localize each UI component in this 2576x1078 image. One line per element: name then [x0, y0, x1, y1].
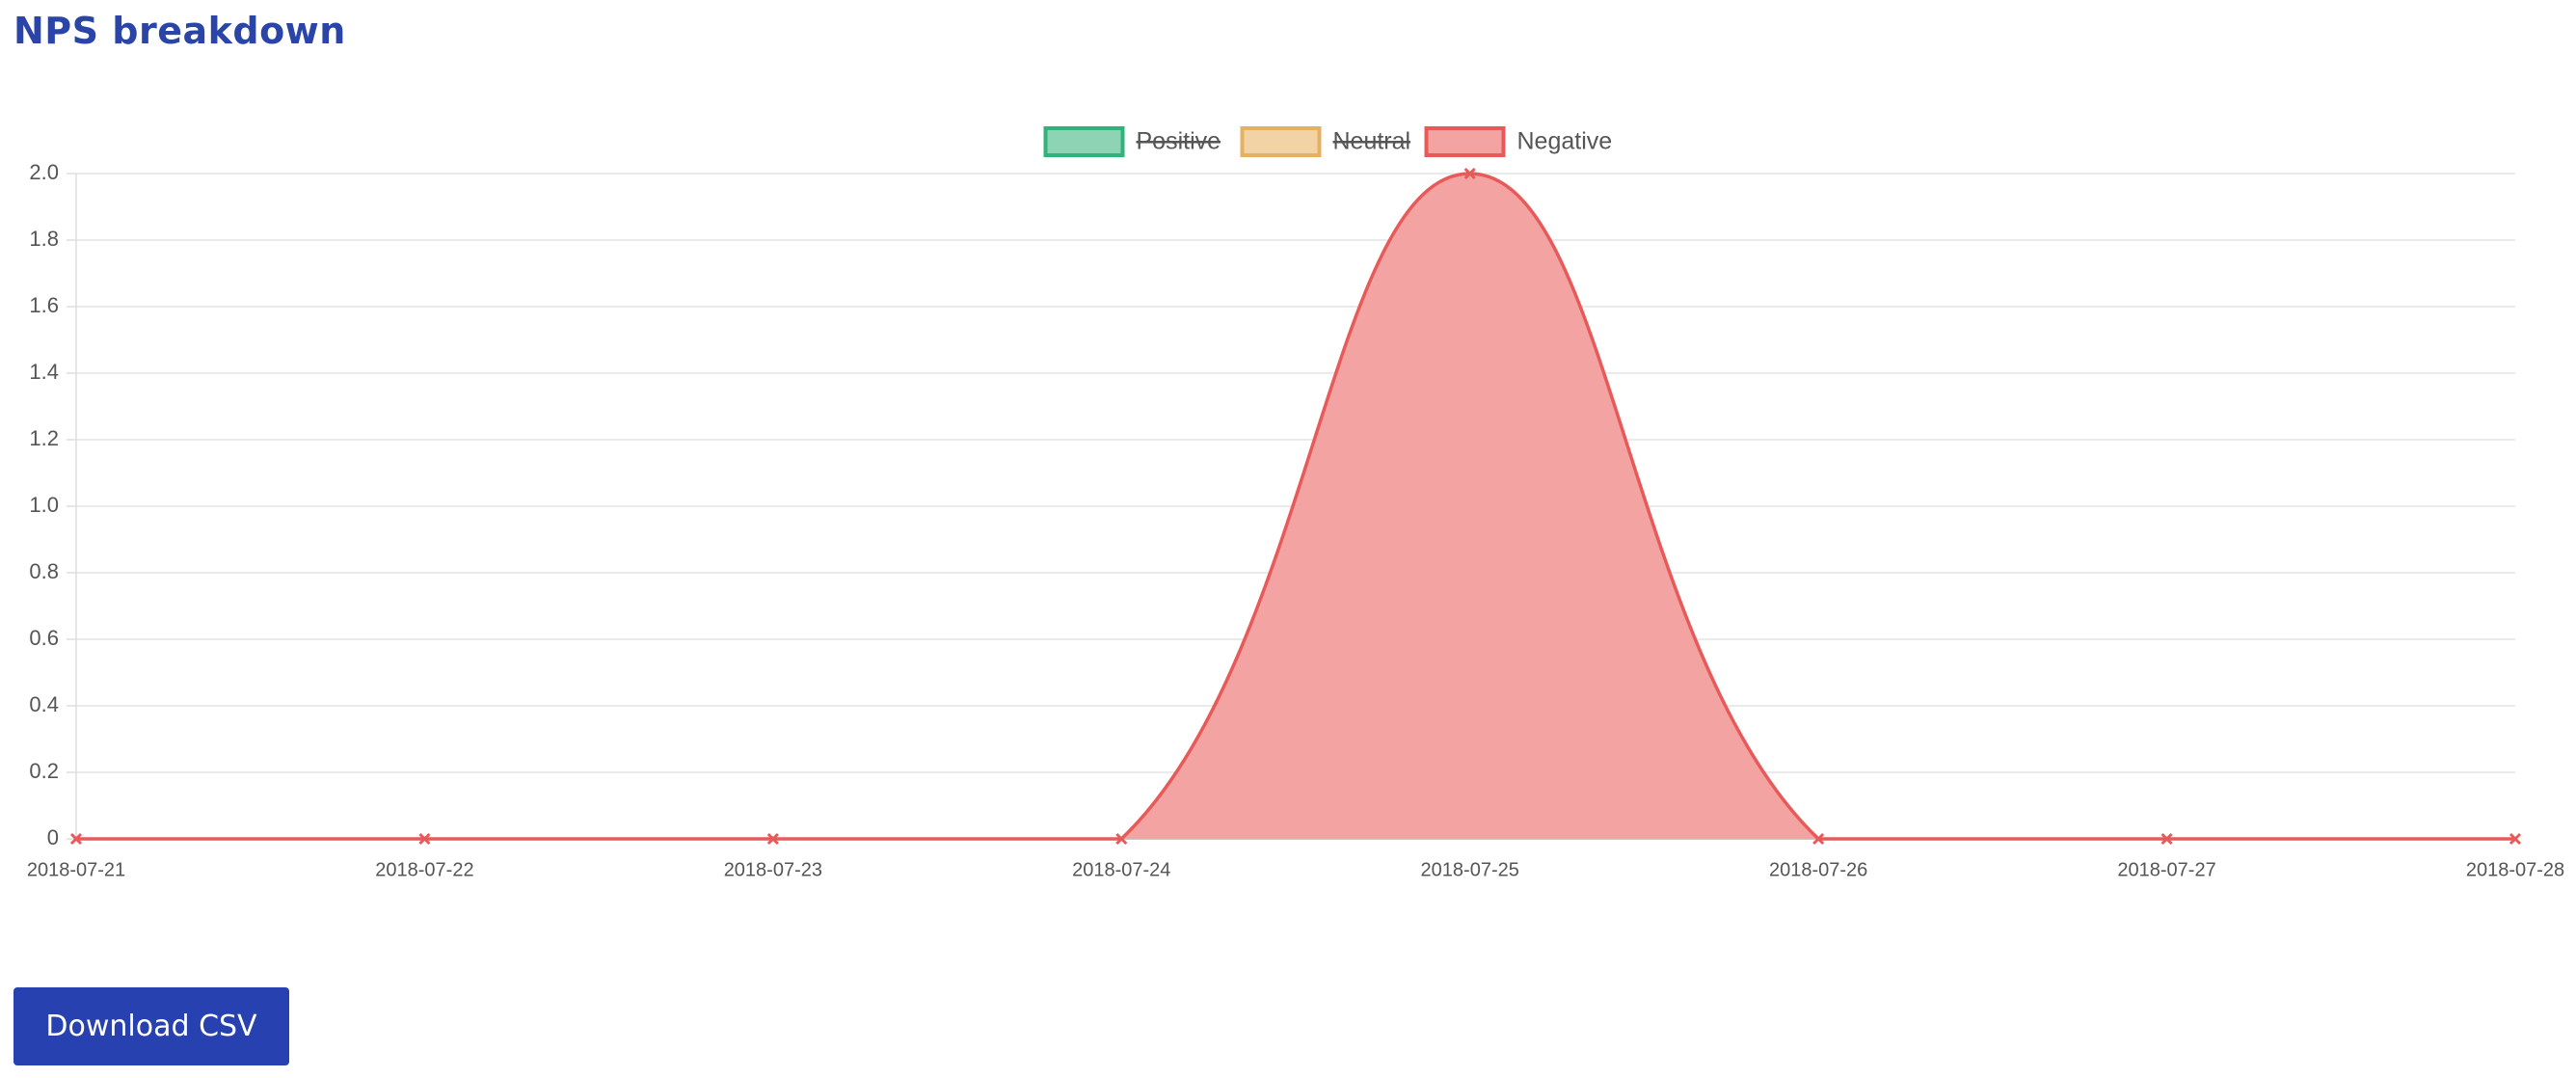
area: [76, 174, 2515, 839]
y-tick-label: 0: [47, 825, 59, 849]
chart: 0 0.2 0.4 0.6 0.8 1.0 1.2 1.4 1.6 1.8 2.0 2018-07-2…: [27, 126, 2564, 880]
point-marker: [1463, 167, 1476, 180]
legend-swatch: [1240, 126, 1322, 157]
x-tick-label: 2018-07-27: [2117, 859, 2215, 880]
y-tick-label: 1.6: [29, 293, 59, 317]
y-tick-label: 1.8: [29, 227, 59, 251]
x-tick-label: 2018-07-26: [1769, 859, 1867, 880]
point-marker: [1812, 832, 1825, 846]
x-tick-label: 2018-07-23: [724, 859, 822, 880]
x-tick-label: 2018-07-28: [2466, 859, 2564, 880]
point-marker: [2509, 832, 2522, 846]
y-tick-label: 1.2: [29, 426, 59, 450]
point-marker: [766, 832, 779, 846]
legend-label: Positive: [1137, 128, 1221, 155]
x-tick-label: 2018-07-24: [1072, 859, 1170, 880]
legend-label: Neutral: [1333, 128, 1411, 155]
point-marker: [1115, 832, 1128, 846]
point-marker: [2160, 832, 2173, 846]
line: [76, 172, 2515, 841]
legend-swatch: [1424, 126, 1506, 157]
point-marker: [418, 832, 431, 846]
y-tick-label: 1.4: [29, 360, 59, 384]
y-tick-label: 0.8: [29, 559, 59, 583]
y-tick-label: 0.2: [29, 759, 59, 783]
x-tick-label: 2018-07-22: [375, 859, 473, 880]
x-tick-label: 2018-07-25: [1421, 859, 1519, 880]
y-tick-label: 0.6: [29, 626, 59, 650]
legend-swatch: [1043, 126, 1125, 157]
point-marker: [69, 832, 83, 846]
y-tick-label: 1.0: [29, 493, 59, 517]
y-tick-label: 0.4: [29, 692, 59, 716]
x-tick-label: 2018-07-21: [27, 859, 125, 880]
download-csv-button[interactable]: Download CSV: [13, 987, 289, 1065]
legend-label: Negative: [1517, 128, 1613, 155]
page-title: NPS breakdown: [13, 10, 346, 52]
y-tick-label: 2.0: [29, 160, 59, 184]
